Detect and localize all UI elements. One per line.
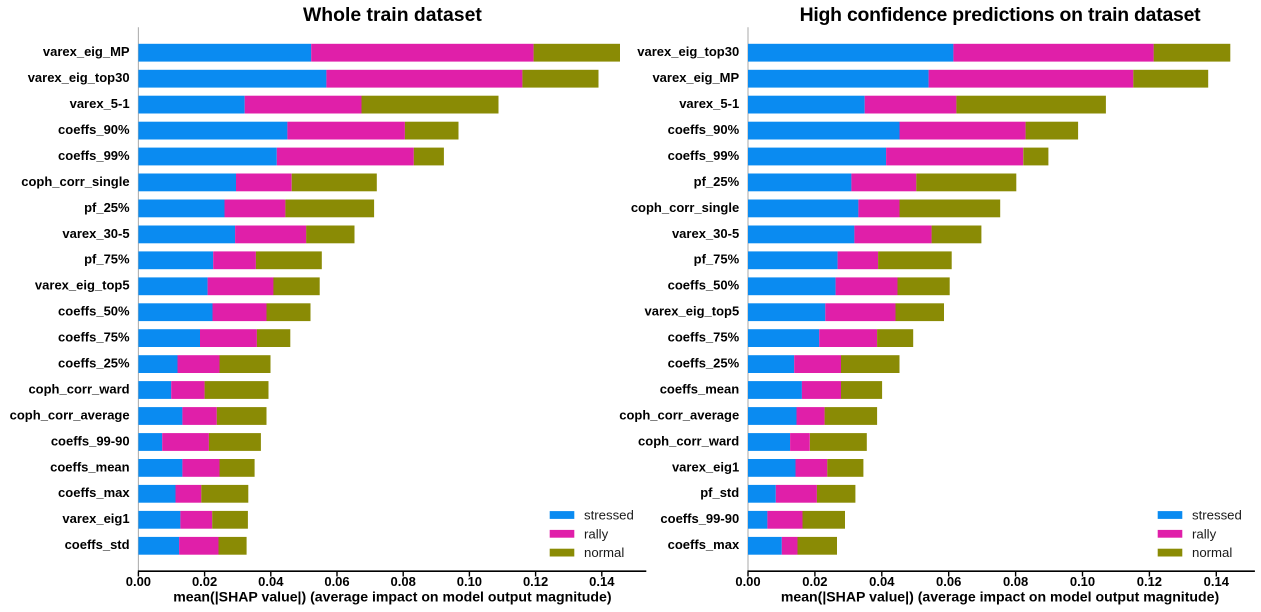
svg-text:0.06: 0.06 [324,574,349,589]
svg-text:Whole train dataset: Whole train dataset [303,4,482,26]
svg-text:varex_eig_top30: varex_eig_top30 [28,70,130,85]
svg-text:coph_corr_average: coph_corr_average [619,407,739,422]
svg-text:coeffs_99-90: coeffs_99-90 [660,511,739,526]
svg-text:pf_75%: pf_75% [694,252,740,267]
svg-text:coeffs_std: coeffs_std [65,537,130,552]
svg-text:rally: rally [584,526,609,541]
svg-text:normal: normal [584,545,624,560]
svg-text:0.12: 0.12 [523,574,548,589]
svg-text:0.02: 0.02 [192,574,217,589]
svg-text:coeffs_90%: coeffs_90% [58,122,130,137]
svg-text:varex_eig_top5: varex_eig_top5 [645,304,740,319]
svg-text:normal: normal [1192,545,1232,560]
svg-text:0.04: 0.04 [869,574,895,589]
svg-text:varex_5-1: varex_5-1 [70,96,130,111]
svg-text:varex_eig1: varex_eig1 [672,459,739,474]
svg-text:varex_30-5: varex_30-5 [62,226,129,241]
svg-text:coeffs_mean: coeffs_mean [50,459,130,474]
svg-text:0.14: 0.14 [1204,574,1230,589]
svg-text:coeffs_25%: coeffs_25% [668,356,740,371]
svg-text:varex_eig_MP: varex_eig_MP [43,44,130,59]
svg-text:coeffs_max: coeffs_max [58,485,130,500]
svg-text:coeffs_99-90: coeffs_99-90 [51,433,130,448]
svg-text:mean(|SHAP value|) (average im: mean(|SHAP value|) (average impact on mo… [781,588,1219,604]
svg-text:coph_corr_ward: coph_corr_ward [638,433,739,448]
svg-text:coeffs_99%: coeffs_99% [58,148,130,163]
svg-text:pf_25%: pf_25% [84,200,130,215]
svg-text:coeffs_mean: coeffs_mean [660,381,740,396]
svg-text:0.06: 0.06 [936,574,961,589]
svg-text:0.14: 0.14 [589,574,615,589]
svg-text:High confidence predictions on: High confidence predictions on train dat… [800,4,1202,26]
svg-text:rally: rally [1192,526,1217,541]
svg-text:coeffs_75%: coeffs_75% [668,330,740,345]
svg-text:0.04: 0.04 [258,574,284,589]
svg-text:pf_25%: pf_25% [694,174,740,189]
svg-text:0.08: 0.08 [391,574,416,589]
svg-text:0.10: 0.10 [457,574,482,589]
svg-text:pf_75%: pf_75% [84,252,130,267]
svg-text:pf_std: pf_std [700,485,739,500]
svg-text:varex_eig_top5: varex_eig_top5 [35,278,130,293]
svg-text:coeffs_25%: coeffs_25% [58,356,130,371]
svg-text:coph_corr_ward: coph_corr_ward [28,381,129,396]
svg-text:varex_5-1: varex_5-1 [679,96,739,111]
svg-text:mean(|SHAP value|) (average im: mean(|SHAP value|) (average impact on mo… [173,588,611,604]
svg-text:0.08: 0.08 [1003,574,1028,589]
svg-text:coph_corr_average: coph_corr_average [10,407,130,422]
svg-text:varex_eig_MP: varex_eig_MP [652,70,739,85]
svg-text:stressed: stressed [584,508,634,523]
svg-text:coph_corr_single: coph_corr_single [21,174,129,189]
svg-text:coeffs_90%: coeffs_90% [668,122,740,137]
svg-text:stressed: stressed [1192,508,1242,523]
svg-text:0.00: 0.00 [126,574,151,589]
svg-text:varex_eig1: varex_eig1 [62,511,129,526]
svg-text:coeffs_50%: coeffs_50% [668,278,740,293]
svg-text:0.10: 0.10 [1070,574,1095,589]
svg-text:coeffs_99%: coeffs_99% [668,148,740,163]
svg-text:0.00: 0.00 [735,574,760,589]
svg-text:0.02: 0.02 [802,574,827,589]
svg-text:coeffs_max: coeffs_max [668,537,740,552]
svg-text:varex_30-5: varex_30-5 [672,226,739,241]
svg-text:0.12: 0.12 [1137,574,1162,589]
svg-text:coeffs_50%: coeffs_50% [58,304,130,319]
svg-text:varex_eig_top30: varex_eig_top30 [637,44,739,59]
svg-text:coeffs_75%: coeffs_75% [58,330,130,345]
svg-text:coph_corr_single: coph_corr_single [631,200,739,215]
